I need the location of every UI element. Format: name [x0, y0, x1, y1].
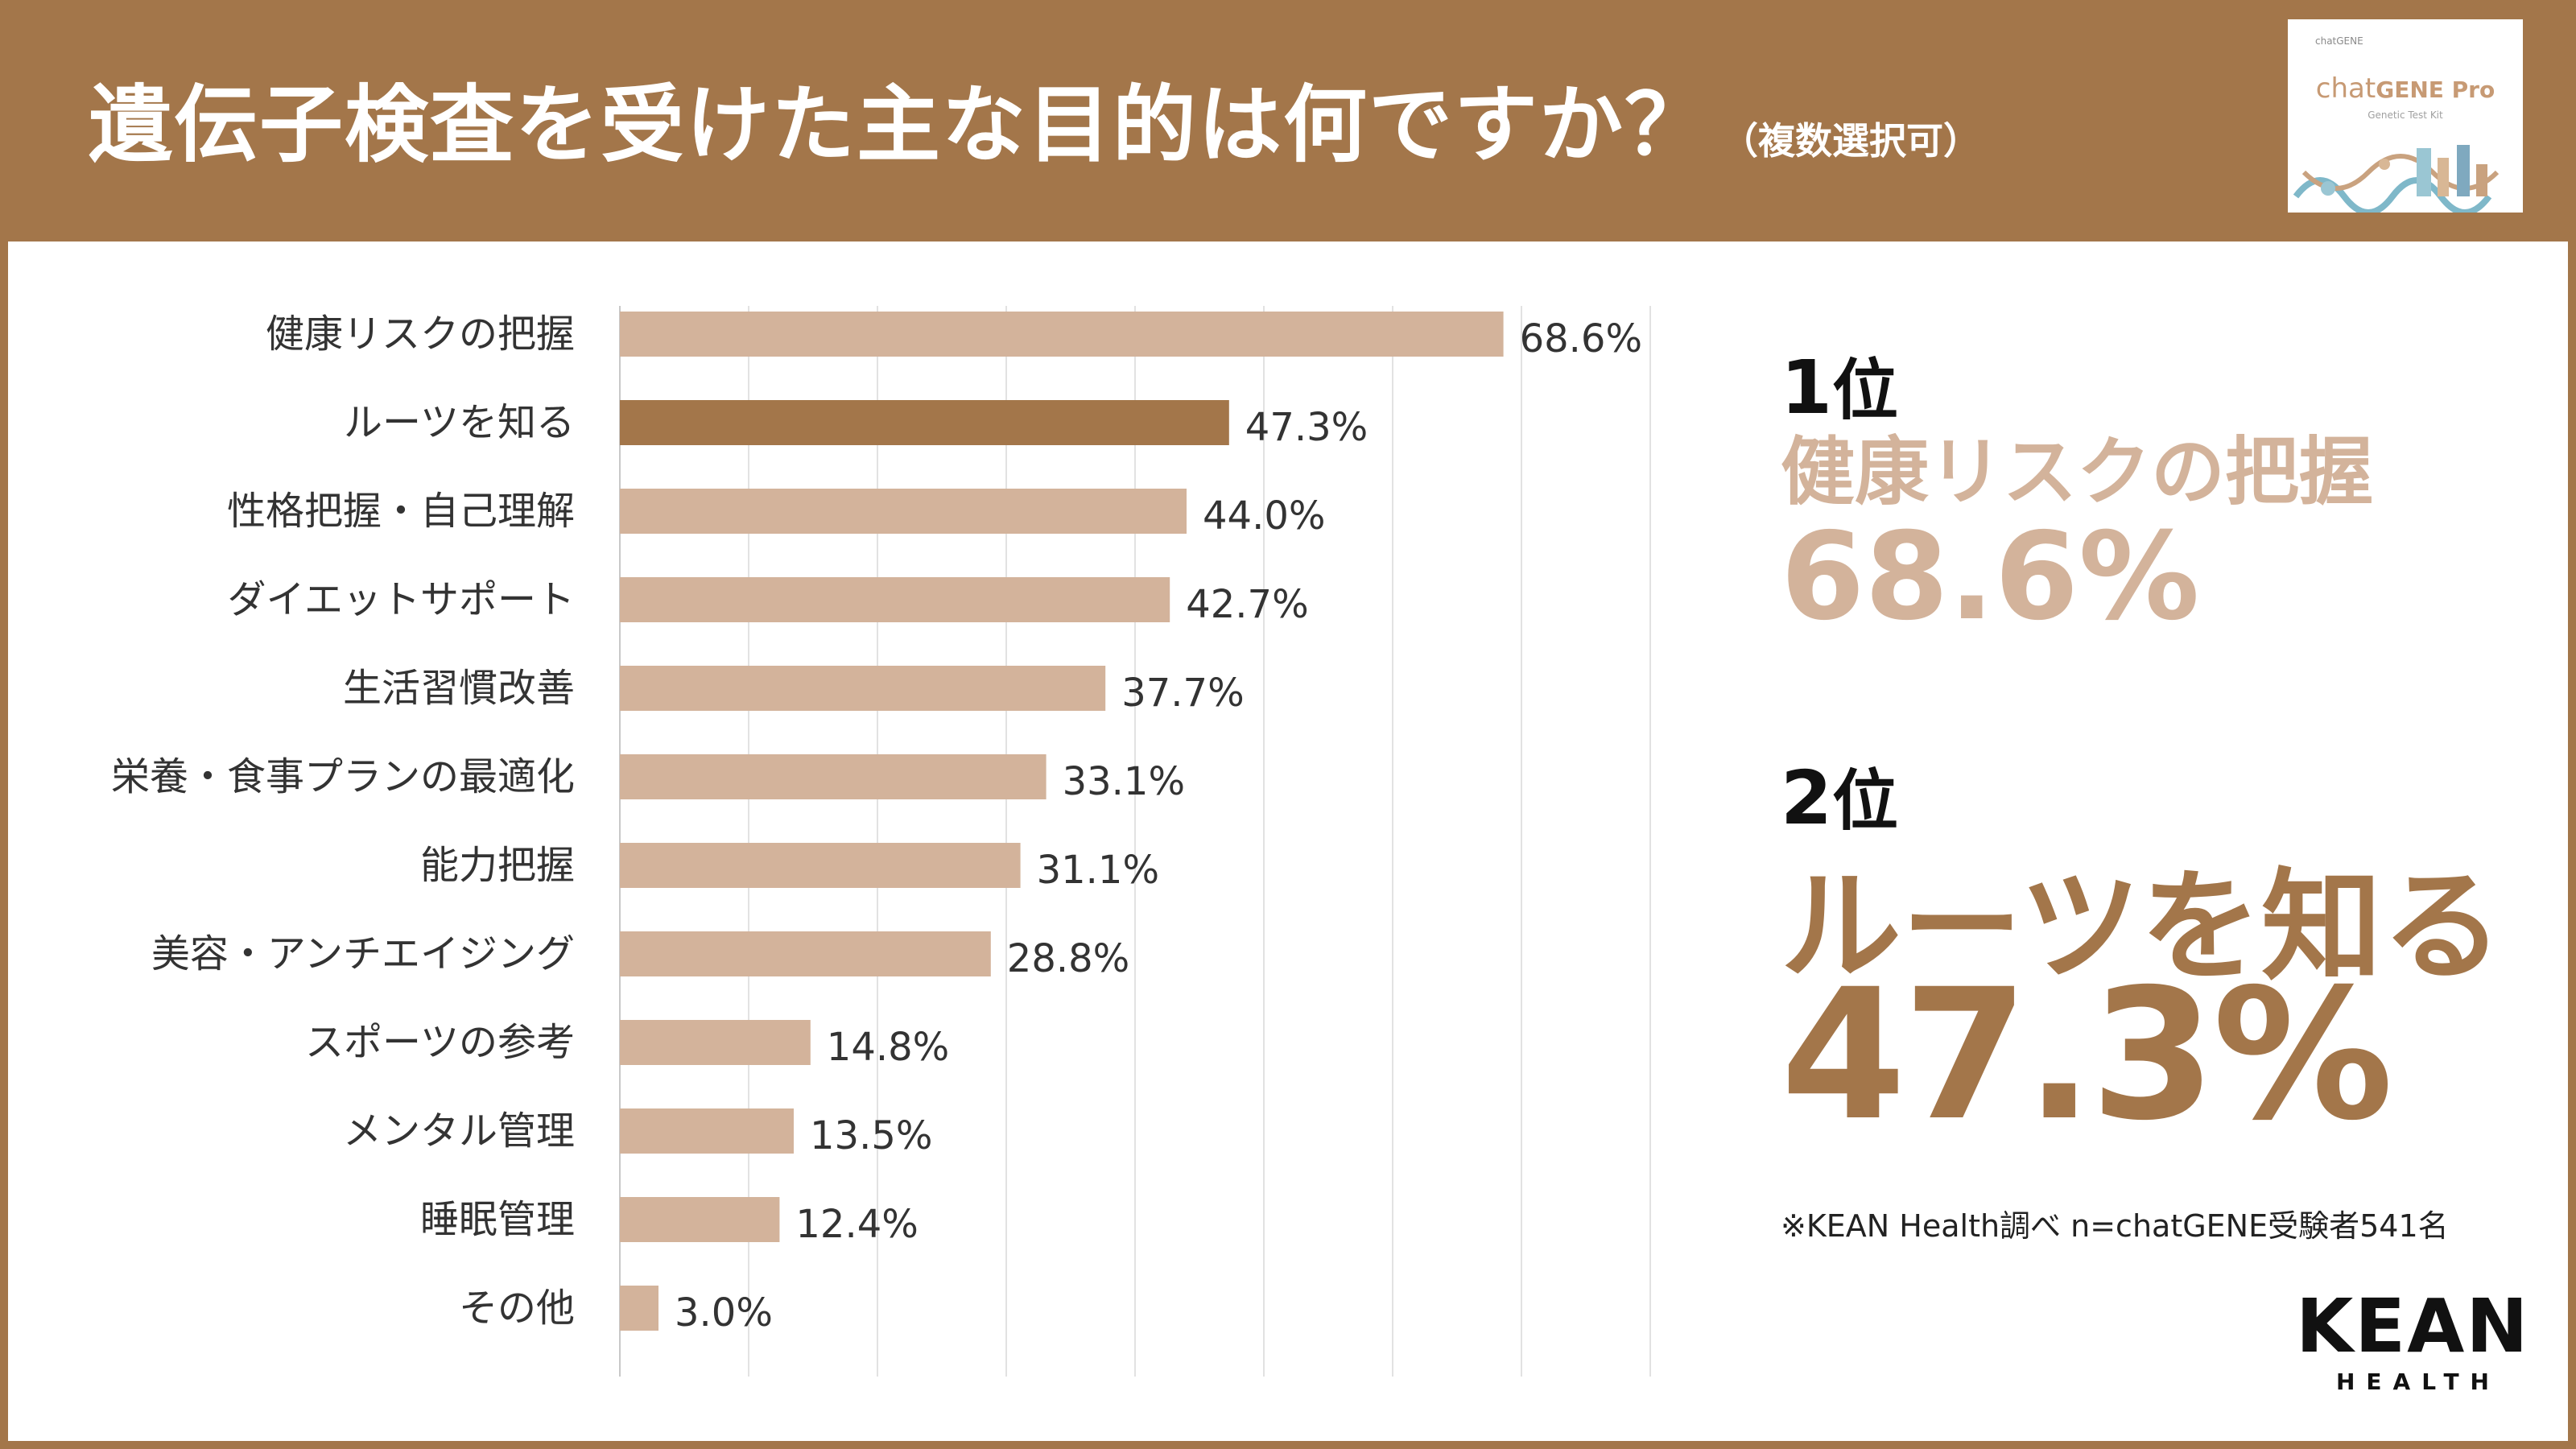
category-label: 健康リスクの把握	[266, 312, 575, 357]
bar-7	[620, 843, 1021, 888]
value-label: 47.3%	[1245, 405, 1368, 450]
title-text: 遺伝子検査を受けた主な目的は何ですか？	[89, 76, 1711, 174]
rank-second-name: ルーツを知る	[1781, 857, 2504, 997]
product-kit-image: chatGENE chatGENE Pro Genetic Test Kit	[2288, 19, 2523, 213]
rank-first-label: 1位	[1781, 336, 1898, 432]
category-label: 生活習慣改善	[343, 666, 575, 711]
value-label: 68.6%	[1520, 316, 1642, 361]
value-label: 33.1%	[1063, 759, 1185, 804]
value-label: 42.7%	[1186, 582, 1308, 627]
rank-first-number: 1	[1781, 345, 1833, 431]
category-label: 栄養・食事プランの最適化	[111, 754, 575, 799]
kean-health-logo: KEAN HEALTH	[2296, 1283, 2530, 1396]
value-label: 31.1%	[1037, 848, 1159, 893]
kit-brand-light: chat	[2315, 72, 2376, 105]
logo-sub: HEALTH	[2336, 1368, 2500, 1395]
kit-mini-brand: chatGENE	[2315, 35, 2363, 47]
content-panel: 健康リスクの把握 68.6% ルーツを知る 47.3% 性格把握・自己理解 44.0% ダイ…	[8, 242, 2568, 1441]
kit-brand-bold: GENE Pro	[2376, 76, 2496, 103]
rank-first-name: 健康リスクの把握	[1781, 429, 2374, 515]
category-label: ルーツを知る	[344, 400, 575, 445]
category-label: 睡眠管理	[420, 1197, 575, 1242]
kit-tagline: Genetic Test Kit	[2368, 109, 2443, 121]
bar-5	[620, 666, 1106, 711]
bar-3	[620, 489, 1187, 534]
category-label: その他	[459, 1286, 575, 1331]
bar-6	[620, 754, 1046, 799]
bar-2	[620, 400, 1229, 445]
bar-11	[620, 1197, 780, 1242]
survey-note: ※KEAN Health調べ n=chatGENE受験者541名	[1781, 1208, 2449, 1244]
rank-second-label: 2位	[1781, 747, 1898, 843]
category-label: 性格把握・自己理解	[227, 489, 575, 534]
bar-9	[620, 1020, 811, 1065]
rank-second-number: 2	[1781, 755, 1833, 841]
value-label: 28.8%	[1007, 936, 1129, 981]
rank-second-unit: 位	[1832, 763, 1899, 840]
bar-chart: 健康リスクの把握 68.6% ルーツを知る 47.3% 性格把握・自己理解 44.0% ダイ…	[111, 306, 1651, 1377]
value-label: 44.0%	[1203, 493, 1325, 539]
rank-first-unit: 位	[1832, 353, 1899, 429]
value-label: 3.0%	[675, 1290, 773, 1335]
header-banner: 遺伝子検査を受けた主な目的は何ですか？ （複数選択可） chatGENE chat…	[0, 0, 2576, 242]
rank-first-value: 68.6%	[1781, 507, 2200, 647]
rank-second-value: 47.3%	[1781, 950, 2393, 1160]
bar-4	[620, 577, 1170, 622]
category-label: メンタル管理	[343, 1108, 575, 1154]
bar-1	[620, 312, 1504, 357]
value-label: 37.7%	[1121, 671, 1244, 716]
bar-10	[620, 1108, 794, 1154]
value-label: 14.8%	[827, 1025, 949, 1070]
category-label: ダイエットサポート	[227, 577, 575, 622]
kit-brand-name: chatGENE Pro	[2288, 72, 2523, 105]
dna-pattern-graphic	[2293, 145, 2500, 213]
bar-12	[620, 1286, 658, 1331]
value-label: 13.5%	[810, 1113, 932, 1158]
title-subtitle: （複数選択可）	[1721, 119, 1981, 163]
page-title: 遺伝子検査を受けた主な目的は何ですか？ （複数選択可）	[89, 56, 1980, 178]
category-label: 美容・アンチエイジング	[151, 931, 575, 976]
category-label: スポーツの参考	[305, 1020, 575, 1065]
bar-8	[620, 931, 991, 976]
category-label: 能力把握	[420, 843, 575, 888]
value-label: 12.4%	[795, 1202, 918, 1247]
logo-main: KEAN	[2296, 1283, 2530, 1369]
